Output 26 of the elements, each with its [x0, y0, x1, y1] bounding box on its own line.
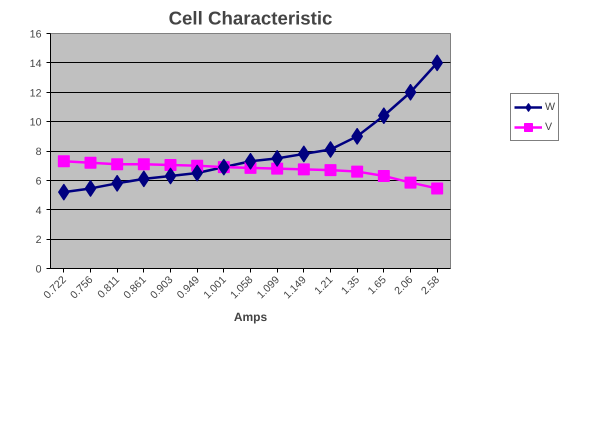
point	[138, 158, 150, 170]
legend-label: W	[545, 101, 556, 113]
chart-title: Cell Characteristic	[168, 8, 332, 28]
point	[351, 166, 364, 178]
y-tick-label: 2	[36, 234, 42, 246]
point	[111, 158, 124, 170]
point	[378, 170, 390, 182]
point	[324, 164, 336, 176]
point	[298, 163, 310, 176]
x-tick-label: 1.21	[312, 274, 336, 298]
y-tick-label: 16	[30, 28, 42, 40]
y-tick-label: 6	[36, 175, 42, 188]
y-tick-label: 14	[30, 58, 42, 70]
point	[271, 162, 284, 175]
y-tick-label: 4	[36, 204, 42, 217]
x-axis-title: Amps	[234, 310, 268, 324]
y-tick-label: 8	[36, 146, 42, 158]
point	[84, 156, 96, 169]
point	[404, 176, 416, 189]
point	[164, 158, 176, 171]
y-tick-label: 12	[30, 87, 42, 100]
y-tick-label: 0	[36, 264, 42, 276]
legend-label: V	[545, 121, 554, 133]
point	[58, 155, 70, 168]
point	[431, 182, 444, 194]
y-tick-label: 10	[30, 116, 42, 129]
